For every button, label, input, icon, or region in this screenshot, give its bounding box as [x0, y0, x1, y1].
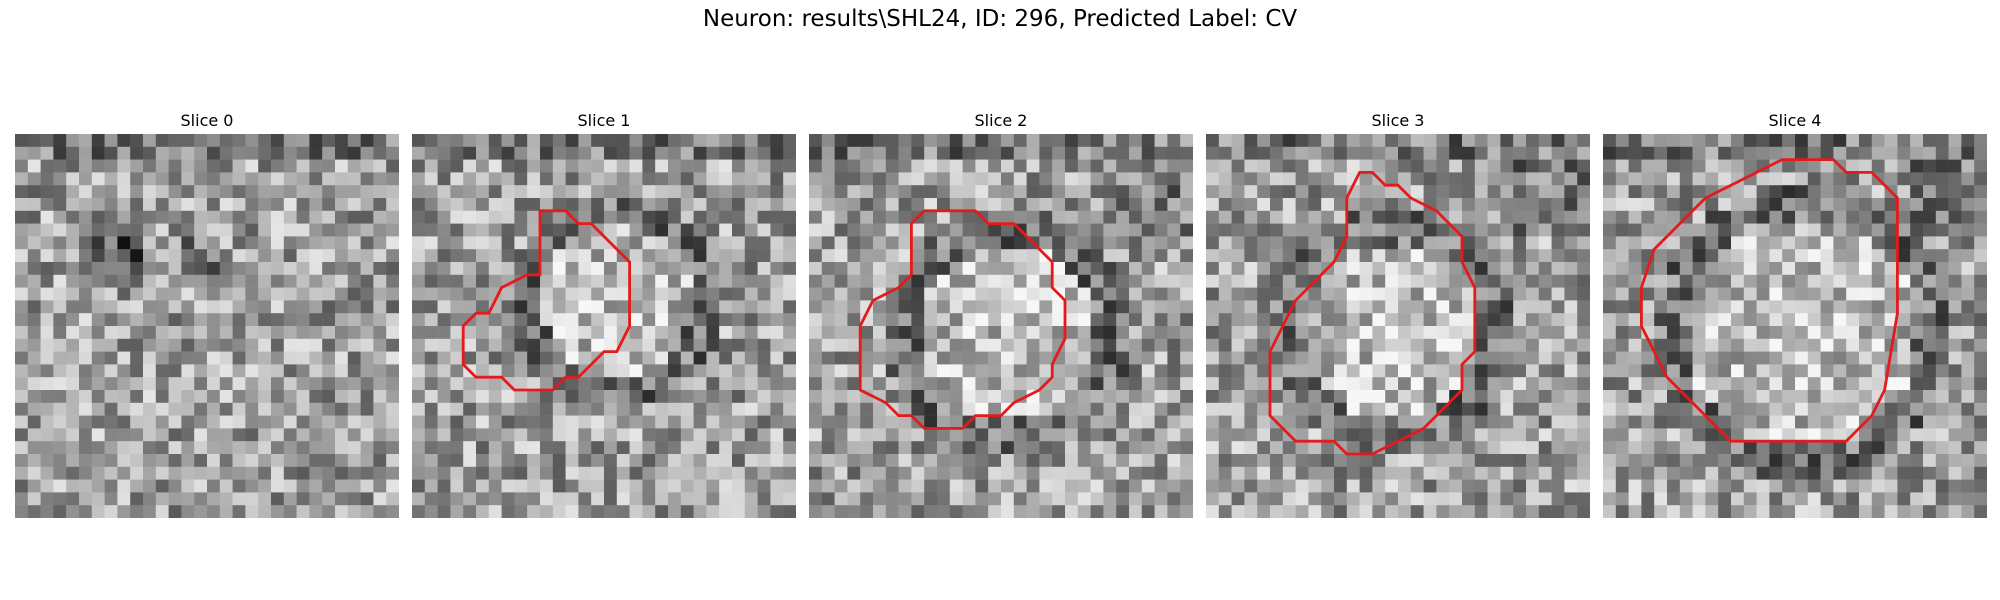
slice-title: Slice 0 — [180, 111, 234, 130]
roi-contour — [858, 209, 1067, 430]
roi-contour — [1268, 170, 1477, 456]
slice-panel-2: Slice 2 — [809, 110, 1193, 518]
slice-title: Slice 3 — [1371, 111, 1425, 130]
slice-image — [412, 134, 796, 518]
slice-image — [15, 134, 399, 518]
slice-title: Slice 1 — [577, 111, 631, 130]
slice-panel-4: Slice 4 — [1603, 110, 1987, 518]
slice-panel-3: Slice 3 — [1206, 110, 1590, 518]
slice-title: Slice 2 — [974, 111, 1028, 130]
slice-panel-1: Slice 1 — [412, 110, 796, 518]
slice-title: Slice 4 — [1768, 111, 1822, 130]
figure-title: Neuron: results\SHL24, ID: 296, Predicte… — [702, 6, 1298, 32]
slice-panel-0: Slice 0 — [15, 110, 399, 518]
slice-image — [809, 134, 1193, 518]
roi-contour — [1639, 158, 1899, 443]
slice-image — [1206, 134, 1590, 518]
roi-contour — [461, 209, 632, 392]
slice-image — [1603, 134, 1987, 518]
